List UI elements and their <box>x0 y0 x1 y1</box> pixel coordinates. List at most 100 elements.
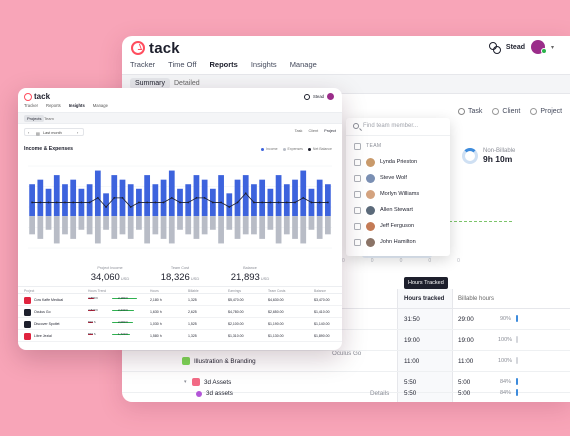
expense-bar <box>283 216 290 235</box>
table-cell: 2,180 h <box>150 298 162 303</box>
avatar <box>366 237 375 247</box>
filter-task[interactable]: Task <box>458 108 482 115</box>
projects-table-header: Project Hours Trend Hours Billable Earni… <box>18 286 342 294</box>
search-input[interactable]: Find team member... <box>363 123 419 129</box>
member-option[interactable]: John Hamilton <box>354 236 416 248</box>
table-cell: 2,625 <box>188 310 197 315</box>
tab-projects[interactable]: Projects <box>24 115 45 122</box>
table-cell: 4,880 h <box>88 296 99 300</box>
col-billable-hours[interactable]: Billable hours <box>458 296 495 302</box>
nav-manage[interactable]: Manage <box>289 60 317 69</box>
project-name: Cow Kaffe Medical <box>34 298 64 303</box>
income-bar <box>316 179 323 217</box>
table-cell: 2,820 h <box>88 308 99 312</box>
table-row[interactable]: 3d assets Details 5:50 5:00 84% <box>122 388 570 402</box>
nav-tracker[interactable]: Tracker <box>130 60 156 69</box>
user-menu[interactable]: Stead ▾ <box>488 40 554 54</box>
checkbox[interactable] <box>354 158 361 166</box>
filter-project[interactable]: Project <box>530 108 562 115</box>
table-cell: 1,630 h <box>150 310 162 315</box>
non-billable-label: Non-Billable <box>483 148 516 154</box>
net-balance-point <box>121 196 124 199</box>
net-balance-point <box>31 201 34 204</box>
table-row[interactable]: Oculus Go 2,820 h 2,230 h 1,630 h $4,780.00 $… <box>18 307 342 318</box>
income-bar <box>86 184 93 217</box>
table-cell: 2,230 h <box>118 308 129 312</box>
chevron-down-icon[interactable]: ▾ <box>550 44 554 51</box>
checkbox[interactable] <box>354 174 361 182</box>
table-row[interactable]: ▾ 3d Assets 5:50 5:00 84% <box>122 372 570 393</box>
avatar[interactable] <box>327 93 334 100</box>
table-cell: $2,650.00 <box>268 310 284 315</box>
filter-task[interactable]: Task <box>294 129 303 133</box>
nav-reports[interactable]: Reports <box>209 60 238 69</box>
chevron-left-icon[interactable]: ‹ <box>28 130 30 135</box>
user-menu[interactable]: Stead <box>304 93 334 100</box>
col-hours-tracked[interactable]: Hours tracked <box>404 296 445 302</box>
income-bar <box>185 184 192 217</box>
checkbox[interactable] <box>354 238 361 246</box>
billable-indicator <box>516 357 518 364</box>
team-label: TEAM <box>366 143 382 149</box>
nav-reports[interactable]: Reports <box>46 103 61 108</box>
table-row[interactable]: Illustration & Branding 11:00 11:00 100% <box>122 351 570 372</box>
legend-net-balance: Net Balance <box>307 147 332 151</box>
net-balance-point <box>170 196 173 199</box>
member-option[interactable]: Morlyn Williams <box>354 188 419 200</box>
tab-team[interactable]: Team <box>44 116 54 121</box>
table-cell: 1,325 <box>188 298 197 303</box>
member-option[interactable]: Steve Wolf <box>354 172 407 184</box>
chevron-right-icon[interactable]: › <box>77 130 79 135</box>
net-balance-point <box>195 196 198 199</box>
member-option[interactable]: Allen Stewart <box>354 204 413 216</box>
tab-detailed[interactable]: Detailed <box>174 80 200 87</box>
details-link[interactable]: Details <box>370 390 390 397</box>
table-cell: 1,720 h <box>118 332 129 336</box>
nav-time-off[interactable]: Time Off <box>168 60 197 69</box>
nav-insights[interactable]: Insights <box>68 103 85 108</box>
project-color-icon <box>192 378 200 386</box>
checkbox[interactable] <box>354 142 361 150</box>
filter-client[interactable]: Client <box>308 129 319 133</box>
table-row[interactable]: Libre Jezial 870 h 1,720 h 1,580 h $1,310.00… <box>18 331 342 342</box>
main-nav: Tracker Reports Insights Manage <box>24 103 116 108</box>
chevron-down-icon[interactable]: ▾ <box>184 379 187 385</box>
table-row[interactable]: 19:00 19:00 100% <box>122 330 570 351</box>
nav-insights[interactable]: Insights <box>250 60 277 69</box>
table-cell: 1,580 h <box>150 334 162 339</box>
income-bar <box>283 184 290 217</box>
member-option[interactable]: Jeff Ferguson <box>354 220 414 232</box>
income-bar <box>144 175 151 217</box>
filter-project[interactable]: Project <box>324 129 336 133</box>
workspace-icon <box>304 93 311 100</box>
filter-client[interactable]: Client <box>492 108 520 115</box>
member-search[interactable]: Find team member... <box>346 118 450 136</box>
income-bar <box>275 175 282 217</box>
net-balance-point <box>105 206 107 208</box>
avatar[interactable] <box>530 40 547 54</box>
expense-bar <box>127 216 134 239</box>
net-balance-point <box>277 201 280 204</box>
team-group-row[interactable]: TEAM <box>354 140 382 152</box>
checkbox[interactable] <box>354 206 361 214</box>
expense-bar <box>29 216 35 235</box>
expense-bar <box>251 216 257 235</box>
table-row[interactable]: 31:50 29:00 90% <box>122 309 570 330</box>
expense-bar <box>119 216 126 235</box>
net-balance-point <box>129 206 132 208</box>
income-bar <box>160 179 167 217</box>
income-bar <box>168 170 175 217</box>
back-header: tack Tracker Time Off Reports Insights M… <box>122 36 570 82</box>
radio-icon <box>458 108 465 115</box>
member-option[interactable]: Lynda Prieston <box>354 156 417 168</box>
project-name: Libre Jezial <box>34 334 52 339</box>
checkbox[interactable] <box>354 190 361 198</box>
table-row[interactable]: Cow Kaffe Medical 4,880 h 2,180 h 2,180 h $5… <box>18 295 342 306</box>
checkbox[interactable] <box>354 222 361 230</box>
nav-tracker[interactable]: Tracker <box>24 103 39 108</box>
nav-manage[interactable]: Manage <box>92 103 108 108</box>
tab-summary[interactable]: Summary <box>130 78 170 89</box>
table-row[interactable]: Discover Spotlet 690 h 2,080 h 1,030 h $2,10… <box>18 319 342 330</box>
date-range-picker[interactable]: ‹ ▤ Last month › <box>24 128 84 136</box>
table-cell: $1,410.00 <box>314 310 330 315</box>
